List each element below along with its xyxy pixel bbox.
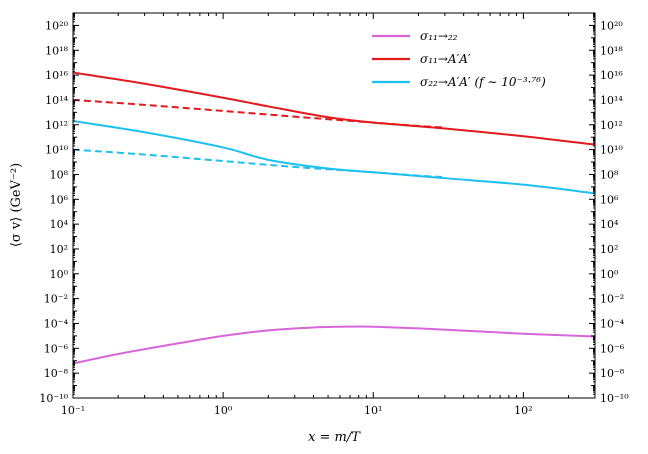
y-tick-label-right: 10² [600, 243, 618, 256]
y-tick-label: 10⁻⁶ [44, 342, 69, 355]
y-tick-label-right: 10¹⁶ [600, 69, 623, 82]
tick-labels-group: 10⁻¹ 10⁰ 10¹ 10² 10⁻¹⁰ 10⁻¹⁰ 10⁻⁸ 10⁻⁸ 10⁻⁶ 10⁻⁶ 1… [39, 19, 629, 417]
y-tick-label: 10²⁰ [45, 19, 68, 32]
x-tick-label: 10² [514, 404, 532, 417]
series-line-0 [72, 325, 596, 365]
y-axis-label: ⟨σ v⟩ (GeV⁻²) [9, 163, 24, 247]
series-group [72, 71, 596, 365]
y-tick-label-right: 10¹⁸ [600, 44, 623, 57]
series-line-1 [72, 71, 596, 146]
y-tick-label: 10¹⁴ [45, 94, 68, 107]
plot-frame [72, 12, 596, 399]
y-tick-label-right: 10⁴ [600, 218, 619, 231]
y-tick-label-right: 10⁰ [600, 268, 619, 281]
y-tick-label: 10¹² [45, 119, 68, 132]
legend-label: σ₁₁→₂₂ [420, 29, 458, 43]
y-tick-label-right: 10²⁰ [600, 19, 623, 32]
legend-label: σ₂₂→A′A′ (f ∼ 10⁻³·⁷⁶) [420, 75, 546, 89]
x-tick-label: 10⁻¹ [61, 404, 85, 417]
x-tick-label: 10¹ [364, 404, 382, 417]
y-tick-label-right: 10¹² [600, 119, 623, 132]
y-tick-label-right: 10⁶ [600, 193, 619, 206]
y-tick-label: 10⁰ [50, 268, 69, 281]
x-tick-label: 10⁰ [214, 404, 233, 417]
y-tick-label-right: 10¹⁴ [600, 94, 623, 107]
y-tick-label: 10⁶ [50, 193, 69, 206]
legend: σ₁₁→₂₂ σ₁₁→A′A′ σ₂₂→A′A′ (f ∼ 10⁻³·⁷⁶) [372, 29, 546, 89]
y-tick-label: 10⁴ [50, 218, 69, 231]
y-tick-label: 10⁻² [44, 293, 68, 306]
y-tick-label: 10⁸ [50, 168, 69, 181]
legend-label: σ₁₁→A′A′ [420, 52, 471, 66]
y-tick-label: 10⁻¹⁰ [39, 392, 68, 405]
series-line-2 [72, 98, 445, 129]
y-tick-label-right: 10⁻¹⁰ [600, 392, 629, 405]
y-tick-label: 10⁻⁴ [44, 317, 69, 330]
y-tick-label: 10¹⁶ [45, 69, 68, 82]
x-axis-label: x = m/T [308, 430, 361, 445]
y-tick-label-right: 10⁸ [600, 168, 619, 181]
y-tick-label-right: 10¹⁰ [600, 144, 623, 157]
y-tick-label: 10⁻⁸ [44, 367, 69, 380]
y-tick-label: 10¹⁰ [45, 144, 68, 157]
series-line-3 [72, 120, 596, 195]
ticks-group [72, 12, 596, 399]
y-tick-label-right: 10⁻⁴ [600, 317, 625, 330]
y-tick-label-right: 10⁻⁸ [600, 367, 625, 380]
y-tick-label-right: 10⁻² [600, 293, 624, 306]
y-tick-label-right: 10⁻⁶ [600, 342, 625, 355]
series-line-4 [72, 148, 445, 179]
y-tick-label: 10² [50, 243, 68, 256]
y-tick-label: 10¹⁸ [45, 44, 68, 57]
